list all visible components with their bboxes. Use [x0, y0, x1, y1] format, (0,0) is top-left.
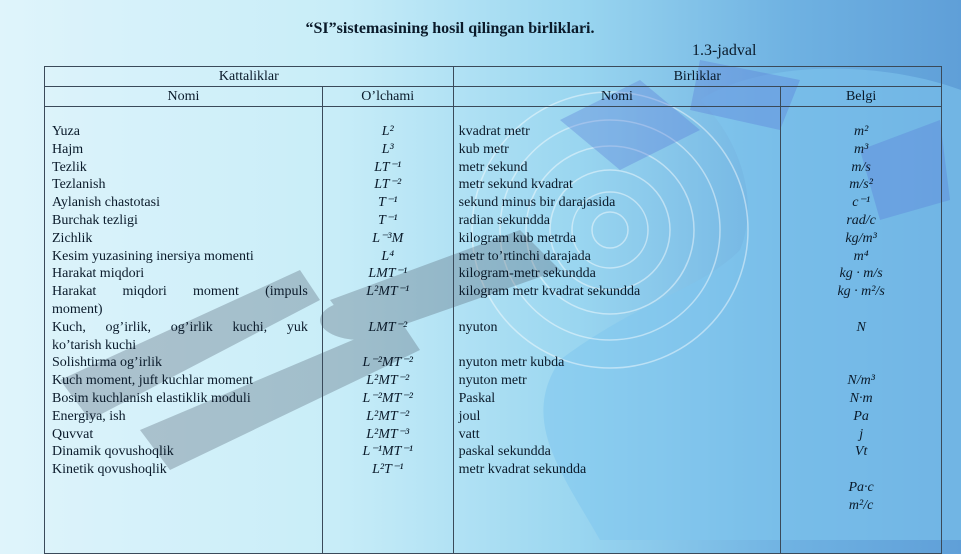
table-label: 1.3-jadval: [692, 42, 757, 59]
quantity-name: Solishtirma og’irlik: [52, 355, 163, 371]
quantity-name: Harakat miqdori moment (impuls: [52, 284, 308, 300]
header-birliklar: Birliklar: [452, 66, 943, 87]
unit-symbol: c⁻¹: [852, 195, 871, 211]
quantity-name: Kuch, og’irlik, og’irlik kuchi, yuk: [52, 319, 308, 335]
unit-symbol: Vt: [854, 444, 868, 460]
unit-symbol: N: [856, 319, 866, 335]
dimension: L⁻³M: [372, 230, 404, 246]
unit-name: metr to’rtinchi darajada: [458, 248, 591, 264]
unit-name: kilogram metr kvadrat sekundda: [458, 284, 641, 300]
quantity-name: Bosim kuchlanish elastiklik moduli: [52, 390, 251, 406]
quantity-name: Kinetik qovushoqlik: [52, 462, 167, 478]
unit-symbol: [781, 461, 941, 479]
dimension: LMT⁻¹: [368, 266, 408, 282]
unit-symbol: N/m³: [847, 373, 875, 389]
unit-name: metr sekund: [458, 159, 528, 175]
unit-symbol: [781, 337, 941, 355]
unit-symbol: m/s²: [849, 177, 873, 193]
quantity-name: Quvvat: [52, 426, 94, 442]
dimension: T⁻¹: [378, 195, 398, 211]
unit-name: nyuton metr kubda: [458, 355, 565, 371]
unit-name: [454, 301, 781, 319]
header-kattaliklar: Kattaliklar: [44, 66, 454, 87]
dimension: L²MT⁻²: [366, 373, 410, 389]
dimension: LT⁻²: [374, 177, 402, 193]
unit-name: kvadrat metr: [458, 124, 530, 139]
quantity-name: Dinamik qovushoqlik: [52, 444, 174, 460]
dimension: L⁻²MT⁻²: [362, 390, 413, 406]
unit-symbol: Pa·c: [848, 479, 874, 495]
page-title: “SI”sistemasining hosil qilingan birlikl…: [305, 20, 595, 37]
quantity-name: moment): [52, 301, 103, 317]
unit-symbols-cell: m² m³ m/s m/s² c⁻¹ rad/c kg/m³ m⁴ kg · m/s kg · m…: [780, 106, 942, 554]
unit-name: joul: [458, 408, 481, 424]
quantity-name: Energiya, ish: [52, 408, 126, 424]
dimension: L²MT⁻³: [366, 426, 410, 442]
dimension: LMT⁻²: [368, 319, 408, 335]
unit-name: nyuton metr: [458, 373, 527, 389]
dimension: [323, 301, 453, 319]
unit-symbol: Pa: [853, 408, 869, 424]
unit-symbol: kg · m²/s: [837, 284, 885, 300]
quantity-name: Harakat miqdori: [52, 266, 145, 282]
quantity-name: Tezlik: [52, 159, 87, 175]
unit-symbol: m⁴: [853, 248, 869, 264]
header-olchami: O’lchami: [321, 86, 454, 107]
dimension: L³: [381, 141, 394, 157]
dimension: L²MT⁻²: [366, 408, 410, 424]
unit-name: kilogram kub metrda: [458, 230, 577, 246]
quantity-name: Kesim yuzasining inersiya momenti: [52, 248, 254, 264]
unit-symbol: [781, 301, 941, 319]
unit-name: metr sekund kvadrat: [458, 177, 573, 193]
quantity-name: Hajm: [52, 141, 84, 157]
unit-symbol: m³: [853, 141, 869, 157]
quantity-name: Tezlanish: [52, 177, 106, 193]
quantity-names-cell: Yuza Hajm Tezlik Tezlanish Aylanish chastota…: [44, 106, 323, 554]
unit-name: radian sekundda: [458, 212, 550, 228]
unit-names-cell: kvadrat metr kub metr metr sekund metr seku…: [452, 106, 782, 554]
dimension: L²MT⁻¹: [366, 284, 410, 300]
quantity-name: Burchak tezligi: [52, 212, 138, 228]
unit-name: [454, 337, 781, 355]
unit-name: vatt: [458, 426, 480, 442]
header-belgi: Belgi: [780, 86, 942, 107]
quantity-name: ko’tarish kuchi: [52, 337, 137, 353]
unit-name: paskal sekundda: [458, 444, 551, 460]
unit-symbol: j: [859, 426, 864, 442]
unit-name: kilogram-metr sekundda: [458, 266, 596, 282]
dimension: T⁻¹: [378, 212, 398, 228]
dimension: L²: [381, 124, 394, 139]
unit-symbol: rad/c: [846, 212, 876, 228]
unit-symbol: kg/m³: [845, 230, 877, 246]
unit-symbol: m²: [853, 124, 869, 139]
quantity-name: Zichlik: [52, 230, 93, 246]
dimension: L⁴: [381, 248, 395, 264]
unit-symbol: m²/c: [848, 497, 874, 513]
unit-name: metr kvadrat sekundda: [458, 462, 587, 478]
units-table: Kattaliklar Birliklar Nomi O’lchami Nomi…: [44, 66, 943, 554]
header-nomi: Nomi: [44, 86, 323, 107]
quantity-name: Kuch moment, juft kuchlar moment: [52, 373, 254, 389]
dimensions-cell: L² L³ LT⁻¹ LT⁻² T⁻¹ T⁻¹ L⁻³M L⁴ LMT⁻¹ L²MT⁻¹ LMT⁻²…: [321, 106, 454, 554]
unit-name: Paskal: [458, 390, 496, 406]
dimension: L⁻¹MT⁻¹: [362, 444, 413, 460]
quantity-name: Yuza: [52, 124, 80, 139]
header-birlik-nomi: Nomi: [452, 86, 782, 107]
unit-symbol: m/s: [851, 159, 871, 175]
unit-symbol: N·m: [849, 390, 873, 406]
dimension: [323, 337, 453, 355]
unit-name: sekund minus bir darajasida: [458, 195, 616, 211]
dimension: LT⁻¹: [374, 159, 402, 175]
unit-symbol: kg · m/s: [839, 266, 883, 282]
unit-name: kub metr: [458, 141, 509, 157]
quantity-name: Aylanish chastotasi: [52, 195, 160, 211]
unit-symbol: [781, 354, 941, 372]
dimension: L⁻²MT⁻²: [362, 355, 413, 371]
dimension: L²T⁻¹: [372, 462, 404, 478]
unit-name: nyuton: [458, 319, 498, 335]
